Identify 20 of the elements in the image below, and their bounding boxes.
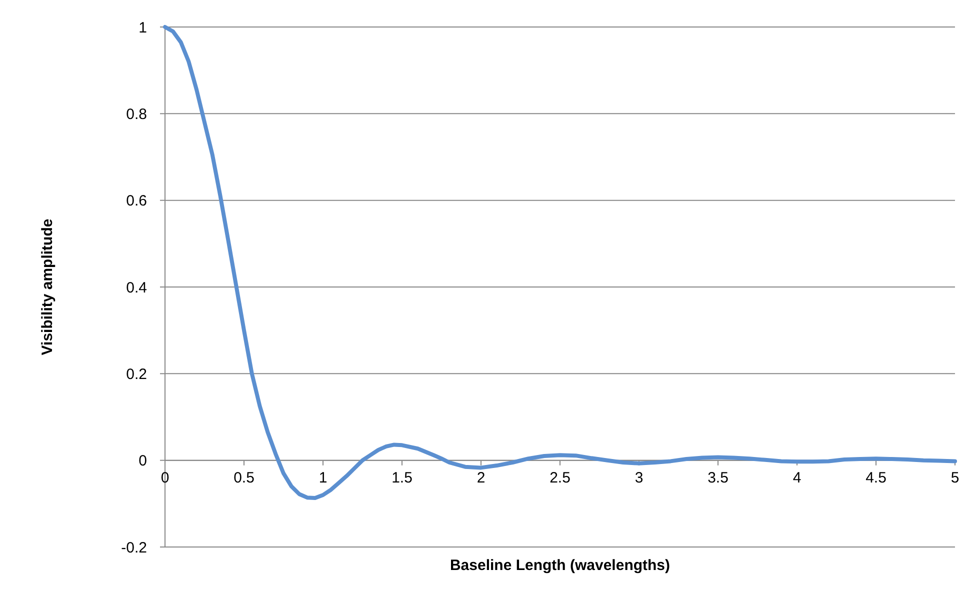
- x-tick-label: 2: [476, 469, 486, 486]
- y-tick-label: -0.2: [121, 539, 147, 556]
- x-tick-label: 1.5: [392, 469, 412, 486]
- x-axis-title: Baseline Length (wavelengths): [450, 557, 670, 574]
- x-tick-label: 4.5: [866, 469, 886, 486]
- x-tick-label: 3.5: [708, 469, 728, 486]
- y-tick-label: 1: [138, 19, 147, 36]
- x-tick-label: 0.5: [234, 469, 254, 486]
- x-tick-label: 2.5: [550, 469, 570, 486]
- y-tick-label: 0.6: [126, 192, 147, 210]
- x-tick-label: 5: [950, 469, 960, 486]
- y-axis-title: Visibility amplitude: [39, 218, 56, 356]
- x-tick-label: 0: [160, 469, 170, 486]
- x-tick-label: 1: [318, 469, 328, 486]
- x-tick-label: 4: [792, 469, 802, 486]
- y-tick-label: 0.4: [126, 279, 147, 296]
- y-tick-label: 0.2: [126, 366, 147, 383]
- x-tick-label: 3: [634, 469, 644, 486]
- y-tick-label: 0: [138, 452, 147, 470]
- y-tick-label: 0.8: [126, 106, 147, 123]
